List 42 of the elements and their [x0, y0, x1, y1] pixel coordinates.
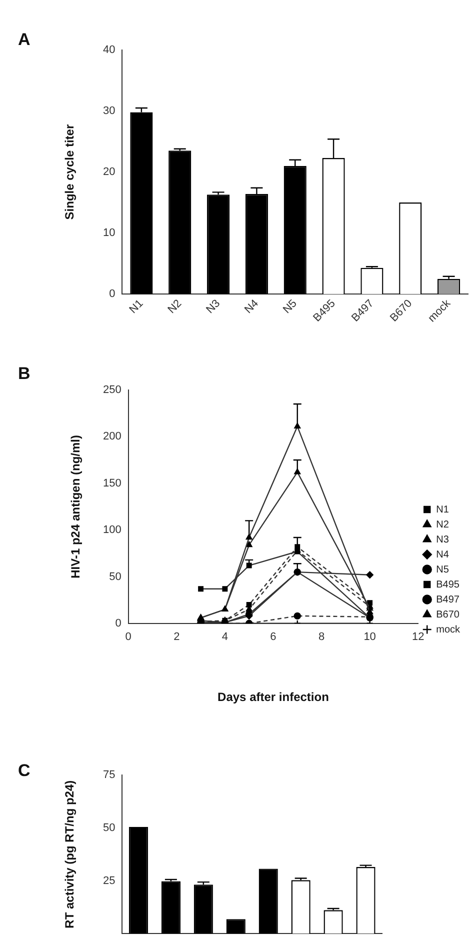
legend-label: N5 — [436, 564, 450, 576]
y-tick-label: 75 — [102, 769, 116, 782]
legend-label: N4 — [436, 549, 450, 560]
x-tick-label: N2 — [166, 298, 184, 316]
y-tick-label: 200 — [102, 430, 122, 443]
y-axis-title: RT activity (pg RT/ng p24) — [62, 780, 77, 928]
x-tick-label: N1 — [127, 298, 146, 316]
x-tick-label: N3 — [204, 298, 223, 316]
legend-label: B497 — [436, 594, 460, 606]
x-tick-label: N5 — [280, 298, 300, 316]
x-tick-label: 2 — [174, 631, 180, 644]
y-tick-label: 250 — [102, 384, 122, 396]
x-axis-title: Days after infection — [218, 690, 329, 704]
y-tick-label: 30 — [102, 105, 116, 118]
y-tick-label: 25 — [102, 874, 116, 887]
x-tick-label: 6 — [270, 631, 276, 644]
legend-label: B670 — [436, 609, 460, 620]
y-axis-title: Single cycle titer — [62, 124, 77, 220]
x-tick-label: 8 — [318, 631, 325, 644]
legend-label: mock — [436, 624, 461, 636]
chart-title: A — [18, 30, 30, 50]
y-tick-label: 150 — [102, 477, 122, 490]
y-tick-label: 50 — [102, 822, 116, 834]
x-tick-label: 0 — [125, 631, 132, 644]
y-tick-label: 20 — [102, 166, 116, 178]
x-tick-label: 4 — [222, 631, 228, 644]
y-tick-label: 100 — [102, 524, 122, 536]
y-axis-title: HIV-1 p24 antigen (ng/ml) — [68, 435, 83, 578]
legend-label: N1 — [436, 504, 450, 516]
y-tick-label: 0 — [109, 288, 116, 300]
y-tick-label: 50 — [109, 570, 122, 583]
legend-label: N3 — [436, 534, 450, 546]
chart-title: C — [18, 761, 30, 780]
legend-label: N2 — [436, 519, 450, 530]
y-tick-label: 0 — [115, 617, 122, 630]
y-tick-label: 10 — [102, 227, 116, 240]
chart-title: B — [18, 364, 30, 384]
x-tick-label: 10 — [364, 631, 376, 644]
x-tick-label: 12 — [412, 631, 424, 644]
x-tick-label: N4 — [242, 298, 261, 316]
y-tick-label: 40 — [102, 44, 116, 56]
legend-label: B495 — [436, 579, 460, 590]
